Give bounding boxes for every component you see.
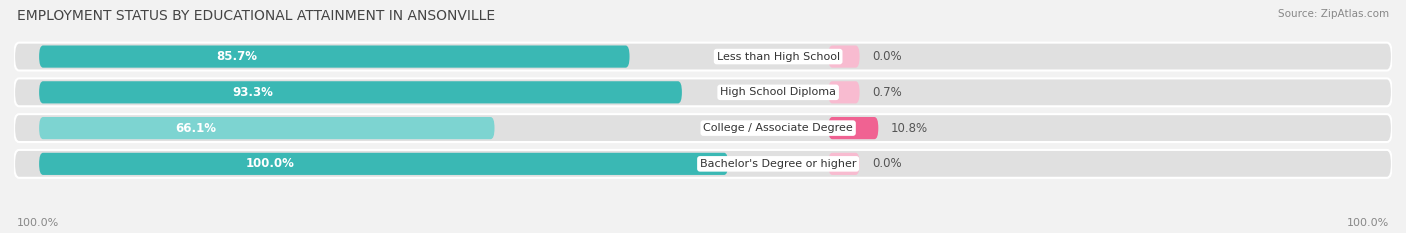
Text: 0.0%: 0.0% (872, 157, 901, 170)
FancyBboxPatch shape (14, 114, 1392, 142)
FancyBboxPatch shape (828, 45, 859, 68)
Text: Source: ZipAtlas.com: Source: ZipAtlas.com (1278, 9, 1389, 19)
Text: 0.0%: 0.0% (872, 50, 901, 63)
FancyBboxPatch shape (14, 43, 1392, 71)
FancyBboxPatch shape (14, 78, 1392, 106)
Text: 93.3%: 93.3% (232, 86, 273, 99)
Text: 85.7%: 85.7% (217, 50, 257, 63)
Text: Less than High School: Less than High School (717, 51, 839, 62)
FancyBboxPatch shape (39, 45, 630, 68)
FancyBboxPatch shape (828, 117, 879, 139)
FancyBboxPatch shape (14, 150, 1392, 178)
FancyBboxPatch shape (39, 153, 728, 175)
Text: 100.0%: 100.0% (17, 218, 59, 228)
Text: High School Diploma: High School Diploma (720, 87, 837, 97)
FancyBboxPatch shape (828, 81, 859, 103)
Text: 66.1%: 66.1% (176, 122, 217, 135)
Text: 100.0%: 100.0% (1347, 218, 1389, 228)
FancyBboxPatch shape (828, 153, 859, 175)
Text: Bachelor's Degree or higher: Bachelor's Degree or higher (700, 159, 856, 169)
Text: EMPLOYMENT STATUS BY EDUCATIONAL ATTAINMENT IN ANSONVILLE: EMPLOYMENT STATUS BY EDUCATIONAL ATTAINM… (17, 9, 495, 23)
Text: College / Associate Degree: College / Associate Degree (703, 123, 853, 133)
FancyBboxPatch shape (39, 81, 682, 103)
FancyBboxPatch shape (39, 117, 495, 139)
Text: 100.0%: 100.0% (246, 157, 295, 170)
Text: 10.8%: 10.8% (891, 122, 928, 135)
Text: 0.7%: 0.7% (872, 86, 901, 99)
